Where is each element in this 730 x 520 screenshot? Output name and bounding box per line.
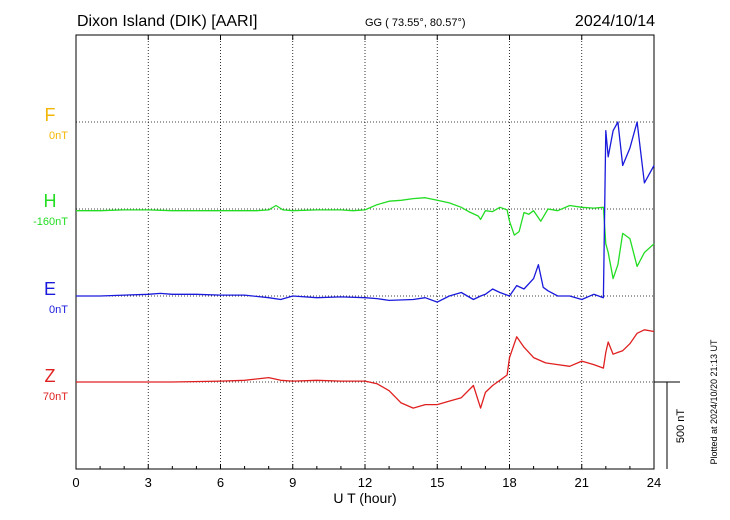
station-coordinates: GG ( 73.55°, 80.57°)	[365, 17, 466, 29]
x-tick-label: 15	[430, 475, 444, 490]
series-name-f: F	[45, 105, 56, 125]
series-labels: F 0nT H -160nT E 0nT Z 70nT	[33, 105, 68, 403]
x-tick-label: 24	[647, 475, 661, 490]
x-tick-label: 18	[502, 475, 516, 490]
x-tick-label: 9	[289, 475, 296, 490]
x-tick-label: 21	[575, 475, 589, 490]
series-baseline-e: 0nT	[49, 304, 68, 316]
plotted-at-note: Plotted at 2024/10/20 21:13 UT	[709, 339, 719, 465]
series-line-h	[76, 197, 655, 280]
chart-date: 2024/10/14	[575, 13, 655, 30]
scale-bar: 500 nT	[654, 381, 687, 469]
x-tick-label: 3	[145, 475, 152, 490]
station-title: Dixon Island (DIK) [AARI]	[77, 13, 258, 30]
grid-lines	[76, 35, 654, 469]
x-axis-ticks: 0 3 6 9 12 15 18 21 24	[72, 35, 661, 490]
series-lines	[76, 121, 655, 409]
series-name-e: E	[44, 279, 56, 299]
x-tick-label: 6	[217, 475, 224, 490]
series-line-e	[76, 121, 655, 303]
x-tick-label: 0	[72, 475, 79, 490]
series-baseline-h: -160nT	[33, 216, 68, 228]
series-name-z: Z	[45, 366, 56, 386]
series-name-h: H	[44, 191, 57, 211]
series-line-z	[76, 329, 655, 409]
series-baseline-z: 70nT	[43, 391, 68, 403]
scale-bar-label: 500 nT	[675, 409, 687, 444]
x-tick-label: 12	[358, 475, 372, 490]
x-axis-label: U T (hour)	[333, 490, 396, 506]
series-baseline-f: 0nT	[49, 130, 68, 142]
